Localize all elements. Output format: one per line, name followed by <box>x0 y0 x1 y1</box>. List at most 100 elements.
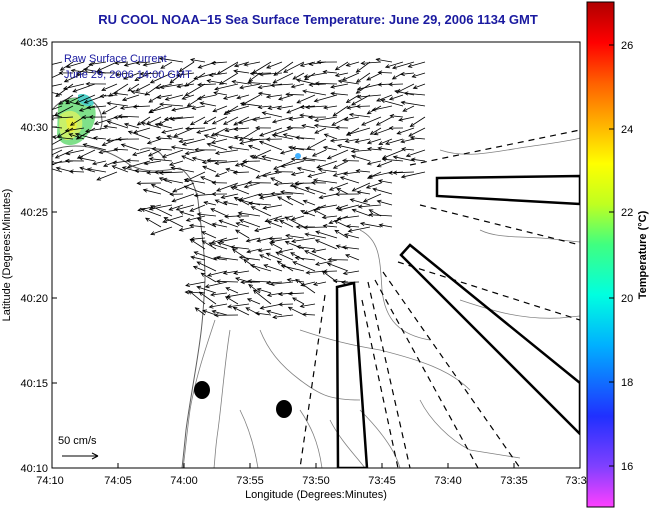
current-vector <box>233 270 250 274</box>
current-vector <box>70 116 85 126</box>
current-vector <box>134 72 151 81</box>
y-tick-label: 40:35 <box>20 37 48 49</box>
current-vector-head-icon <box>113 115 119 120</box>
current-vector-head-icon <box>292 75 298 80</box>
current-vector-head-icon <box>369 130 375 135</box>
current-vector-head-icon <box>214 86 219 91</box>
current-vector-head-icon <box>304 232 310 237</box>
current-vector <box>304 204 327 214</box>
current-vector-head-icon <box>233 63 239 68</box>
current-vector <box>408 127 426 137</box>
current-vector-head-icon <box>224 214 229 219</box>
current-vector-head-icon <box>274 169 279 174</box>
current-vector-head-icon <box>356 86 362 91</box>
current-vector <box>169 160 184 166</box>
current-vector <box>381 99 404 107</box>
current-vector <box>66 149 85 155</box>
current-vector-head-icon <box>155 85 160 90</box>
current-vector-head-icon <box>385 141 390 146</box>
current-vector <box>192 157 206 162</box>
current-vector <box>244 61 261 66</box>
current-vector <box>240 103 261 107</box>
current-vector-head-icon <box>210 208 216 213</box>
current-vector-head-icon <box>210 60 216 66</box>
current-vector <box>233 171 250 174</box>
current-vector-head-icon <box>239 85 244 90</box>
current-vector-head-icon <box>44 90 48 93</box>
current-vector-head-icon <box>326 155 332 160</box>
current-vector-head-icon <box>231 79 237 84</box>
current-vector-head-icon <box>314 129 320 134</box>
current-vector <box>342 246 360 250</box>
current-vector-head-icon <box>210 132 216 137</box>
current-vector-head-icon <box>314 239 320 244</box>
current-vector-head-icon <box>245 307 251 312</box>
current-vector <box>214 83 239 90</box>
current-vector <box>372 188 393 195</box>
current-vector-head-icon <box>351 154 356 159</box>
y-tick-label: 40:30 <box>20 122 48 134</box>
current-vector <box>372 105 393 111</box>
current-vectors <box>44 56 426 320</box>
current-vector <box>393 156 415 162</box>
current-vector-head-icon <box>92 161 97 166</box>
current-vector-head-icon <box>64 99 70 104</box>
current-vector <box>331 92 349 96</box>
current-vector-head-icon <box>193 75 199 80</box>
current-vector <box>295 257 316 261</box>
current-vector <box>226 105 250 114</box>
current-vector-head-icon <box>233 69 238 74</box>
current-vector-head-icon <box>176 72 181 77</box>
current-vector-head-icon <box>378 223 384 228</box>
current-vector <box>77 149 96 159</box>
current-vector-head-icon <box>312 178 318 183</box>
current-vector-head-icon <box>348 112 354 117</box>
current-vector <box>215 171 228 177</box>
current-vector-head-icon <box>294 255 300 261</box>
current-vector-head-icon <box>243 184 249 189</box>
current-vector-head-icon <box>158 56 164 61</box>
legend-line2: June 29, 2006 14:00 GMT <box>64 69 192 81</box>
current-vector-head-icon <box>392 65 397 70</box>
current-vector <box>212 310 228 316</box>
current-vector <box>122 94 140 101</box>
current-vector <box>329 182 349 191</box>
current-vector-head-icon <box>166 134 172 139</box>
current-vector <box>281 265 305 272</box>
shipping-lane-dashed-lines <box>299 129 580 468</box>
current-vector <box>262 112 283 118</box>
current-vector-head-icon <box>140 121 146 126</box>
current-vector-head-icon <box>196 129 201 134</box>
current-vector <box>410 116 426 127</box>
current-vector <box>346 127 371 136</box>
current-vector-head-icon <box>235 222 241 227</box>
current-vector-head-icon <box>334 125 340 130</box>
current-vector <box>304 72 327 78</box>
current-vector-head-icon <box>135 87 141 92</box>
current-vector-head-icon <box>292 261 298 266</box>
current-vector-head-icon <box>314 81 320 86</box>
current-vector-head-icon <box>44 64 48 67</box>
current-vector-head-icon <box>247 144 253 149</box>
current-vector-head-icon <box>208 304 214 309</box>
current-vector <box>233 307 250 316</box>
current-vector <box>376 58 393 63</box>
current-vector-head-icon <box>290 216 296 221</box>
current-vector <box>401 148 415 151</box>
current-vector <box>278 248 294 253</box>
current-vector <box>288 306 305 316</box>
current-vector <box>358 204 382 208</box>
current-vector-head-icon <box>377 70 383 75</box>
current-vector-head-icon <box>148 98 154 103</box>
y-tick-label: 40:20 <box>20 293 48 305</box>
current-vector <box>274 215 294 221</box>
current-vector-head-icon <box>202 165 208 170</box>
current-vector-head-icon <box>214 160 219 166</box>
current-vector-head-icon <box>101 110 107 115</box>
current-vector-head-icon <box>150 184 156 188</box>
current-vector-head-icon <box>366 110 372 115</box>
current-vector-head-icon <box>206 79 212 84</box>
current-vector <box>157 94 173 99</box>
current-vector-head-icon <box>146 140 152 145</box>
current-vector-head-icon <box>346 105 352 110</box>
